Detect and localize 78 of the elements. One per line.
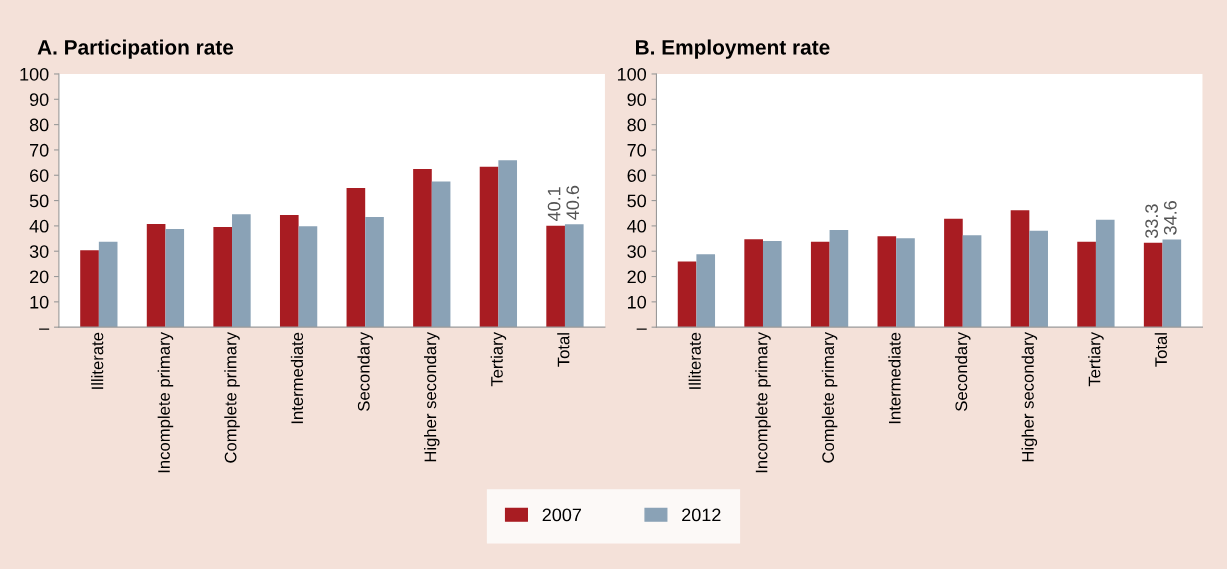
bar [298, 226, 318, 328]
y-tick-label: 30 [29, 245, 49, 258]
y-tick-label: 100 [617, 67, 647, 81]
y-tick-label: 40 [627, 219, 647, 233]
bar [677, 261, 697, 328]
y-tick-label: 60 [30, 169, 49, 182]
bar [498, 160, 518, 328]
bar [1010, 210, 1030, 328]
x-tick-label: Intermediate [290, 332, 304, 424]
bar [696, 254, 716, 328]
bar [962, 235, 982, 328]
y-tick-label: 50 [29, 194, 49, 208]
x-tick-label: Secondary [954, 332, 971, 411]
bar [762, 241, 782, 328]
x-tick-label: Total [1154, 333, 1167, 367]
y-tick-label: 10 [30, 295, 49, 309]
bar [479, 166, 499, 328]
bar [810, 241, 830, 328]
y-tick-label: 20 [30, 270, 49, 284]
bar [877, 236, 897, 328]
y-tick-label: 70 [30, 143, 49, 157]
bar [546, 225, 565, 328]
y-tick-label: 70 [627, 143, 647, 157]
x-tick-label: Incomplete primary [755, 332, 771, 473]
x-tick-label: Incomplete primary [157, 332, 174, 473]
y-tick-label: 10 [628, 295, 647, 309]
bar [564, 224, 584, 328]
x-tick-label: Higher secondary [424, 332, 440, 462]
y-tick-label: 90 [29, 93, 49, 107]
bar [413, 168, 432, 328]
y-tick-label: 90 [627, 93, 647, 107]
x-tick-label: Illiterate [91, 332, 104, 389]
bar [346, 187, 366, 328]
bar [1095, 219, 1115, 328]
data-label: 33.3 [1145, 204, 1159, 238]
bar [896, 238, 915, 328]
x-tick-label: Illiterate [688, 332, 701, 389]
y-tick-label: 30 [627, 245, 647, 258]
bar [1162, 239, 1182, 328]
data-label: 34.6 [1163, 201, 1177, 235]
bar [165, 228, 185, 328]
bar [279, 215, 299, 328]
x-tick-label: Tertiary [1088, 332, 1104, 387]
y-tick-label: 60 [627, 169, 647, 182]
x-tick-label: Intermediate [888, 332, 901, 424]
bar [744, 239, 763, 328]
bar [1077, 241, 1096, 328]
legend-label: 2007 [542, 508, 581, 522]
bar [1029, 230, 1048, 328]
bar [80, 250, 99, 328]
bar [944, 218, 963, 328]
data-label: 40.1 [547, 187, 561, 222]
x-tick-label: Complete primary [821, 332, 838, 463]
chart-title: B. Employment rate [636, 39, 830, 59]
bar [829, 229, 849, 328]
x-tick-label: Higher secondary [1021, 332, 1038, 462]
bar [232, 214, 251, 328]
x-tick-label: Complete primary [224, 332, 240, 463]
y-tick-label: 80 [29, 118, 49, 132]
data-label: 40.6 [566, 185, 580, 220]
x-tick-label: Total [557, 333, 570, 367]
y-tick-label: 80 [627, 118, 647, 132]
bar [365, 217, 384, 328]
bar [98, 241, 118, 328]
bar [213, 226, 233, 328]
bar [146, 224, 166, 328]
chart-title: A. Participation rate [37, 39, 234, 59]
bar [431, 181, 451, 328]
y-tick-label: 50 [627, 194, 647, 208]
bar [1143, 242, 1163, 328]
y-tick-label: 40 [29, 219, 49, 233]
x-tick-label: Tertiary [490, 332, 507, 387]
y-tick-label: – [39, 328, 50, 330]
legend-label: 2012 [682, 508, 721, 522]
x-tick-label: Secondary [357, 332, 373, 411]
y-tick-label: – [636, 328, 647, 330]
y-tick-label: 100 [20, 67, 49, 81]
y-tick-label: 20 [627, 270, 647, 284]
